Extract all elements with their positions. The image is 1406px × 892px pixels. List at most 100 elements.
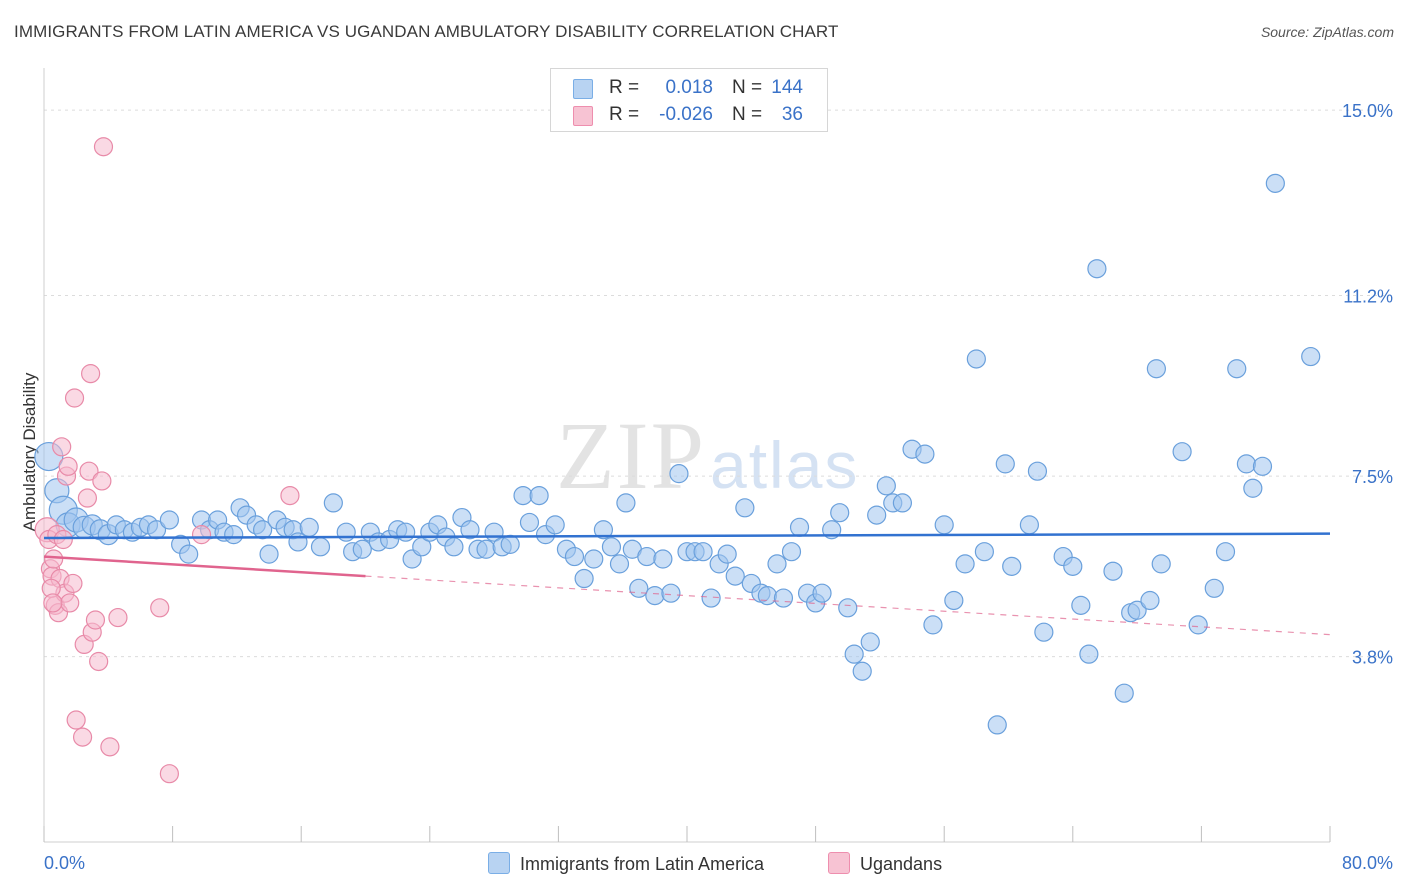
point-latin-america (852, 661, 872, 681)
point-latin-america (1034, 622, 1054, 642)
series-swatch-ugandans (828, 852, 850, 874)
watermark: ZIPatlas (556, 400, 859, 511)
point-latin-america (224, 525, 244, 545)
point-latin-america (876, 476, 896, 496)
point-ugandans (60, 593, 80, 613)
point-latin-america (159, 510, 179, 530)
point-latin-america (717, 544, 737, 564)
series-legend-ugandans: Ugandans (828, 852, 942, 875)
point-latin-america (259, 544, 279, 564)
trend-line-latin-america (43, 532, 1331, 540)
point-latin-america (995, 454, 1015, 474)
stats-legend-row-ugandans: R = -0.026 N = 36 (551, 100, 827, 128)
point-latin-america (545, 515, 565, 535)
point-latin-america (179, 544, 199, 564)
point-latin-america (336, 522, 356, 542)
point-latin-america (812, 583, 832, 603)
point-latin-america (574, 568, 594, 589)
point-latin-america (735, 498, 755, 518)
point-latin-america (460, 520, 480, 540)
point-latin-america (529, 485, 549, 506)
point-latin-america (1215, 542, 1236, 562)
point-ugandans (79, 461, 99, 481)
legend-n-label: N = (732, 104, 763, 125)
point-latin-america (830, 503, 850, 523)
point-ugandans (85, 610, 106, 630)
point-latin-america (299, 517, 319, 537)
point-latin-america (500, 534, 520, 554)
point-latin-america (661, 583, 681, 603)
trend-line-ugandans (43, 555, 366, 578)
series-legend-latin-america: Immigrants from Latin America (488, 852, 764, 875)
point-latin-america (1151, 554, 1171, 574)
point-latin-america (629, 578, 649, 598)
legend-n-value: 144 (771, 77, 803, 98)
point-latin-america (513, 485, 533, 506)
point-ugandans (191, 525, 212, 545)
stats-legend-row-latin-america: R = 0.018 N = 144 (551, 73, 827, 101)
point-latin-america (966, 349, 986, 369)
point-latin-america (653, 549, 673, 569)
point-latin-america (645, 586, 665, 606)
point-latin-america (288, 532, 308, 552)
point-latin-america (1172, 442, 1192, 462)
point-latin-america (1071, 595, 1091, 615)
point-latin-america (601, 537, 622, 557)
y-tick-label: 3.8% (1352, 648, 1393, 668)
legend-swatch-ugandans (573, 106, 593, 126)
point-ugandans (58, 456, 78, 476)
trend-line-ugandans-extension (365, 575, 1331, 636)
point-latin-america (1188, 615, 1208, 635)
point-latin-america (1204, 578, 1224, 598)
point-latin-america (310, 537, 331, 557)
point-latin-america (564, 546, 585, 567)
point-ugandans (89, 651, 109, 672)
point-latin-america (476, 539, 496, 559)
point-latin-america (844, 644, 864, 664)
point-latin-america (1265, 173, 1285, 193)
point-latin-america (867, 505, 887, 525)
point-ugandans (93, 137, 114, 157)
point-ugandans (108, 607, 128, 628)
point-latin-america (1227, 359, 1247, 379)
point-latin-america (519, 512, 540, 533)
point-ugandans (100, 737, 120, 757)
series-label-ugandans: Ugandans (860, 854, 943, 874)
point-latin-america (725, 566, 745, 586)
point-latin-america (352, 539, 372, 559)
point-ugandans (150, 598, 170, 618)
y-tick-label: 15.0% (1342, 101, 1393, 121)
watermark-zip: ZIP (556, 402, 706, 509)
point-latin-america (253, 520, 273, 540)
point-latin-america (1236, 454, 1257, 474)
point-latin-america (934, 515, 954, 535)
point-latin-america (789, 517, 810, 537)
point-latin-america (915, 444, 935, 464)
point-latin-america (1301, 346, 1321, 367)
point-ugandans (64, 388, 85, 408)
point-latin-america (396, 522, 416, 542)
series-swatch-latin-america (488, 852, 510, 874)
y-axis-title: Ambulatory Disability (20, 372, 39, 531)
point-latin-america (1243, 478, 1263, 498)
point-latin-america (1063, 556, 1083, 576)
point-ugandans (72, 727, 93, 747)
point-latin-america (593, 520, 614, 540)
point-ugandans (52, 437, 72, 457)
legend-r-label: R = (609, 104, 640, 125)
point-ugandans (159, 764, 179, 784)
point-latin-america (860, 632, 880, 652)
legend-r-label: R = (609, 77, 640, 98)
legend-n-value: 36 (781, 104, 803, 125)
point-latin-america (669, 464, 689, 484)
legend-n-label: N = (732, 77, 763, 98)
point-ugandans (53, 529, 73, 550)
point-ugandans (280, 485, 300, 506)
point-latin-america (1127, 600, 1147, 620)
y-tick-label: 7.5% (1352, 467, 1393, 487)
y-tick-label: 11.2% (1343, 287, 1393, 307)
point-latin-america (1252, 456, 1273, 476)
point-latin-america (838, 598, 858, 618)
point-ugandans (92, 471, 112, 491)
